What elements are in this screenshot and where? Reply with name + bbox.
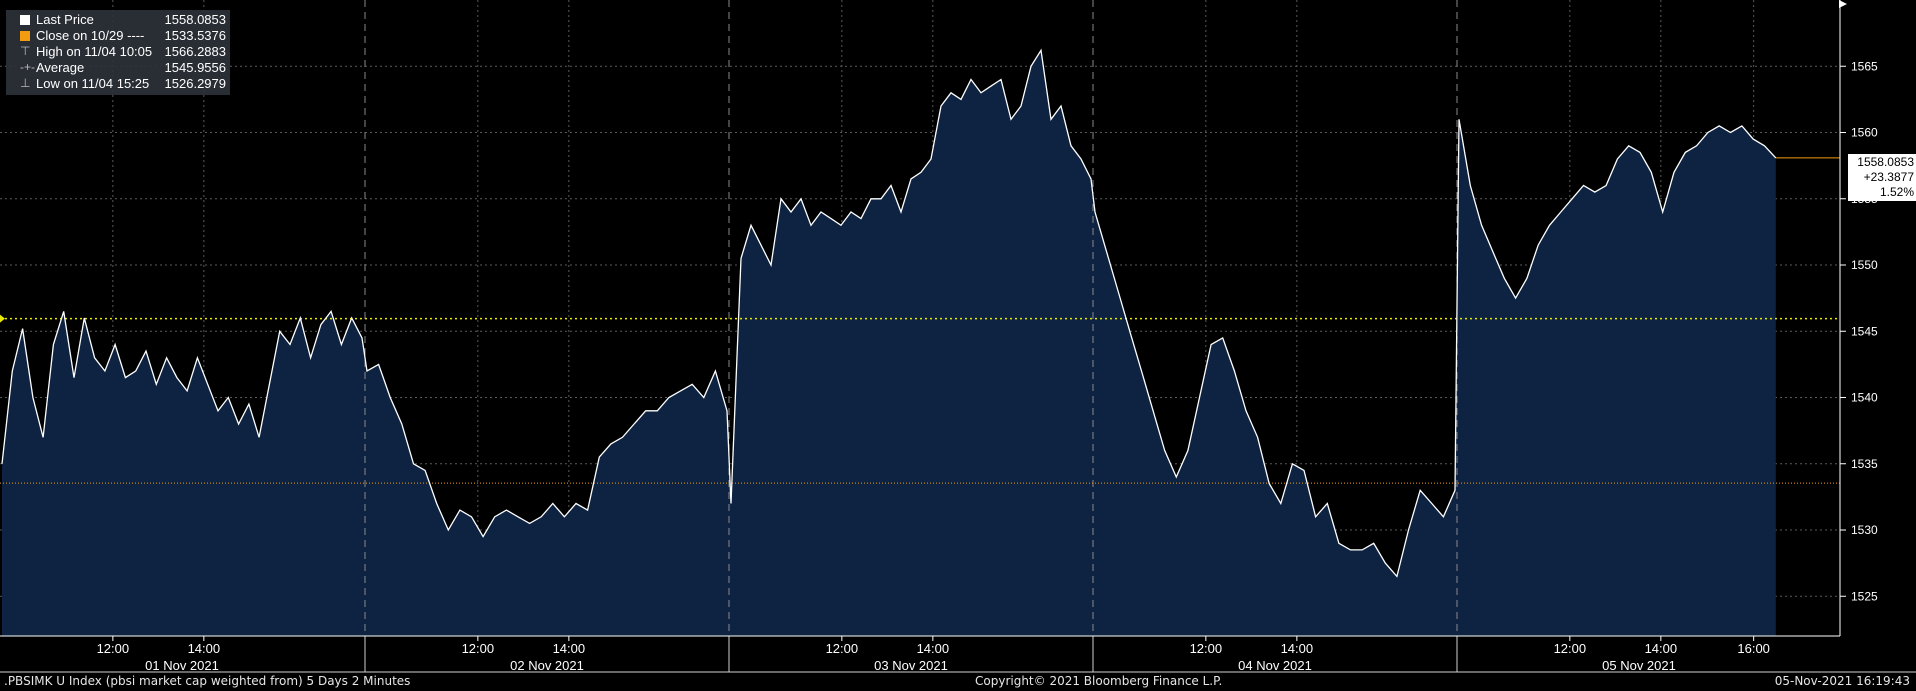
legend-label: Average — [36, 60, 85, 75]
legend-item: ⊤ High on 11/04 10:05 1566.2883 — [6, 44, 230, 60]
day-label: 01 Nov 2021 — [145, 658, 219, 673]
y-tick-label: 1560 — [1851, 126, 1878, 140]
legend-label: Close on 10/29 ---- — [36, 28, 145, 43]
day-label: 04 Nov 2021 — [1238, 658, 1312, 673]
legend-value: 1526.2979 — [164, 76, 226, 91]
x-tick-label: 12:00 — [97, 641, 130, 656]
x-tick-label: 16:00 — [1737, 641, 1770, 656]
legend-value: 1545.9556 — [164, 60, 226, 75]
x-tick-label: 12:00 — [1554, 641, 1587, 656]
x-tick-label: 14:00 — [553, 641, 586, 656]
y-tick-label: 1545 — [1851, 324, 1878, 338]
y-tick-label: 1535 — [1851, 457, 1878, 471]
last-price-value: 1558.0853 — [1857, 155, 1914, 169]
x-tick-label: 12:00 — [1190, 641, 1223, 656]
price-line — [1, 48, 1777, 578]
y-tick-label: 1540 — [1851, 391, 1878, 405]
y-axis-ticks: 152515301535154015451550155515601565 — [1840, 59, 1878, 603]
legend-item: -+- Average 1545.9556 — [6, 60, 230, 76]
average-marker-icon — [0, 314, 5, 323]
last-price-change: +23.3877 — [1863, 170, 1914, 184]
orange-square-icon — [20, 31, 30, 41]
day-label: 02 Nov 2021 — [510, 658, 584, 673]
timestamp: 05-Nov-2021 16:19:43 — [1774, 674, 1910, 688]
legend-label: High on 11/04 10:05 — [36, 44, 153, 59]
x-tick-label: 12:00 — [462, 641, 495, 656]
security-description: .PBSIMK U Index (pbsi market cap weighte… — [4, 674, 411, 688]
legend: Last Price 1558.0853 Close on 10/29 ----… — [6, 10, 230, 95]
y-tick-label: 1530 — [1851, 523, 1878, 537]
x-tick-label: 12:00 — [826, 641, 859, 656]
high-marker-icon: ⊤ — [20, 44, 31, 58]
legend-item: Close on 10/29 ---- 1533.5376 — [6, 28, 230, 44]
legend-item: ⊥ Low on 11/04 15:25 1526.2979 — [6, 76, 230, 92]
axis-arrow-icon — [1839, 0, 1847, 8]
price-area — [2, 50, 1776, 637]
legend-label: Last Price — [36, 12, 94, 27]
legend-value: 1533.5376 — [164, 28, 226, 43]
x-tick-label: 14:00 — [1645, 641, 1678, 656]
x-axis-ticks: 12:00 14:00 01 Nov 2021 12:00 14:00 02 Nov 20… — [97, 636, 1770, 673]
x-tick-label: 14:00 — [188, 641, 221, 656]
x-tick-label: 14:00 — [917, 641, 950, 656]
average-line-icon: -+- — [20, 60, 35, 74]
y-tick-label: 1565 — [1851, 59, 1878, 73]
y-tick-label: 1550 — [1851, 258, 1878, 272]
white-square-icon — [20, 15, 30, 25]
legend-value: 1558.0853 — [164, 12, 226, 27]
last-price-pct: 1.52% — [1879, 185, 1914, 199]
copyright-text: Copyright© 2021 Bloomberg Finance L.P. — [975, 674, 1223, 688]
x-tick-label: 14:00 — [1281, 641, 1314, 656]
legend-item: Last Price 1558.0853 — [6, 12, 230, 28]
legend-label: Low on 11/04 15:25 — [36, 76, 150, 91]
legend-value: 1566.2883 — [164, 44, 226, 59]
day-label: 03 Nov 2021 — [874, 658, 948, 673]
y-tick-label: 1525 — [1851, 589, 1878, 603]
last-price-tag: 1558.0853 +23.3877 1.52% — [1848, 154, 1916, 201]
low-marker-icon: ⊥ — [20, 76, 31, 90]
day-label: 05 Nov 2021 — [1602, 658, 1676, 673]
